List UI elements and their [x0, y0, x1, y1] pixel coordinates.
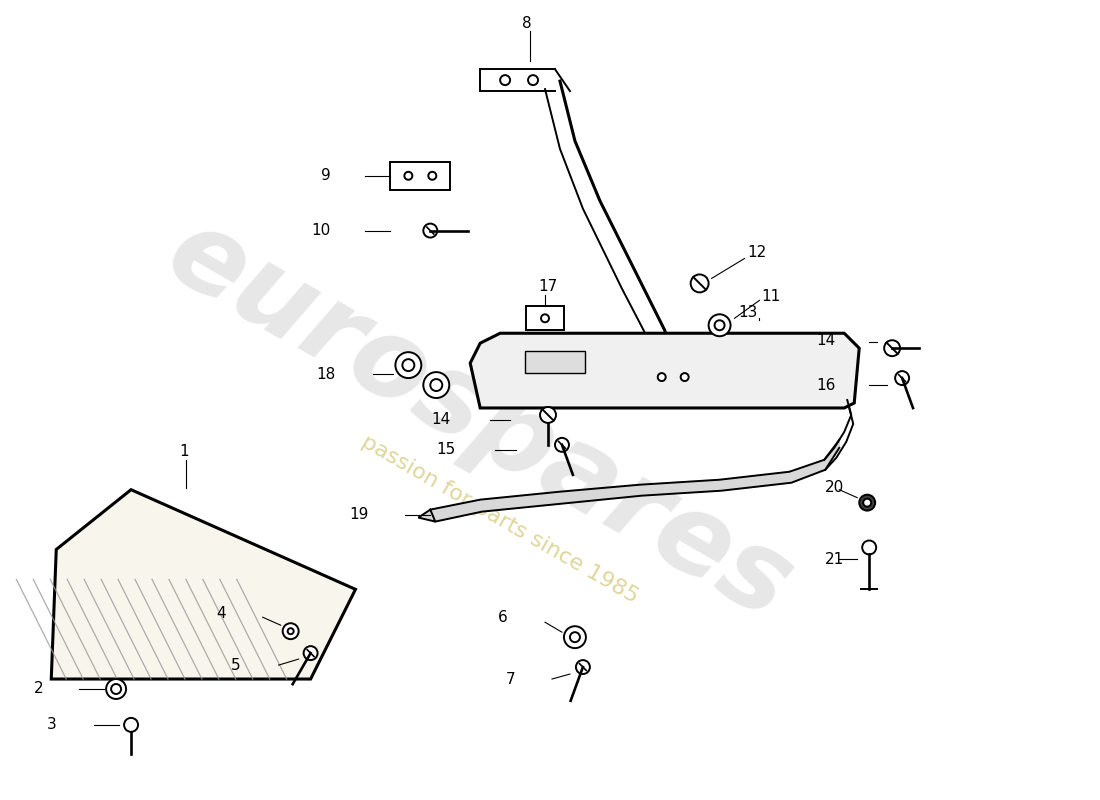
- Circle shape: [424, 224, 438, 238]
- Circle shape: [403, 359, 415, 371]
- Circle shape: [106, 679, 127, 699]
- Circle shape: [541, 314, 549, 322]
- Circle shape: [430, 379, 442, 391]
- Polygon shape: [418, 510, 436, 522]
- Text: passion for parts since 1985: passion for parts since 1985: [359, 432, 642, 607]
- Circle shape: [424, 372, 449, 398]
- Text: 4: 4: [217, 606, 226, 621]
- Text: eurospares: eurospares: [150, 198, 811, 642]
- Polygon shape: [470, 334, 859, 408]
- Text: 11: 11: [761, 289, 781, 304]
- Polygon shape: [481, 69, 560, 91]
- Circle shape: [124, 718, 138, 732]
- Circle shape: [395, 352, 421, 378]
- Circle shape: [708, 314, 730, 336]
- Circle shape: [658, 373, 666, 381]
- Circle shape: [283, 623, 298, 639]
- Circle shape: [681, 373, 689, 381]
- Circle shape: [111, 684, 121, 694]
- Circle shape: [691, 274, 708, 292]
- Text: 15: 15: [436, 442, 455, 458]
- Circle shape: [895, 371, 909, 385]
- Text: 7: 7: [506, 671, 515, 686]
- Circle shape: [304, 646, 318, 660]
- Text: 14: 14: [431, 413, 450, 427]
- Text: 17: 17: [538, 279, 558, 294]
- Circle shape: [528, 75, 538, 85]
- Text: 21: 21: [825, 552, 845, 567]
- Text: 12: 12: [748, 245, 767, 260]
- Text: 18: 18: [317, 366, 336, 382]
- Circle shape: [862, 541, 877, 554]
- Text: 10: 10: [311, 223, 331, 238]
- Text: 6: 6: [498, 610, 508, 625]
- Circle shape: [288, 628, 294, 634]
- Circle shape: [859, 494, 876, 510]
- Circle shape: [570, 632, 580, 642]
- Circle shape: [500, 75, 510, 85]
- Polygon shape: [52, 490, 355, 679]
- Text: 14: 14: [816, 333, 835, 348]
- Text: 20: 20: [825, 480, 845, 495]
- Polygon shape: [648, 360, 705, 390]
- Text: 19: 19: [349, 507, 368, 522]
- Text: 5: 5: [231, 658, 241, 673]
- Text: 8: 8: [522, 16, 531, 31]
- Text: 16: 16: [816, 378, 835, 393]
- Circle shape: [428, 172, 437, 180]
- Circle shape: [576, 660, 590, 674]
- Circle shape: [884, 340, 900, 356]
- Polygon shape: [430, 440, 839, 522]
- Text: 13: 13: [738, 305, 758, 320]
- Text: 3: 3: [46, 718, 56, 732]
- Bar: [526, 306, 564, 330]
- Text: 2: 2: [34, 682, 43, 697]
- Circle shape: [715, 320, 725, 330]
- Circle shape: [405, 172, 412, 180]
- Circle shape: [556, 438, 569, 452]
- Circle shape: [864, 498, 871, 506]
- Text: 1: 1: [179, 444, 188, 459]
- Text: 9: 9: [321, 168, 331, 183]
- Bar: [525, 351, 585, 373]
- Bar: [390, 162, 450, 190]
- Circle shape: [564, 626, 586, 648]
- Circle shape: [540, 407, 556, 423]
- Polygon shape: [544, 81, 672, 378]
